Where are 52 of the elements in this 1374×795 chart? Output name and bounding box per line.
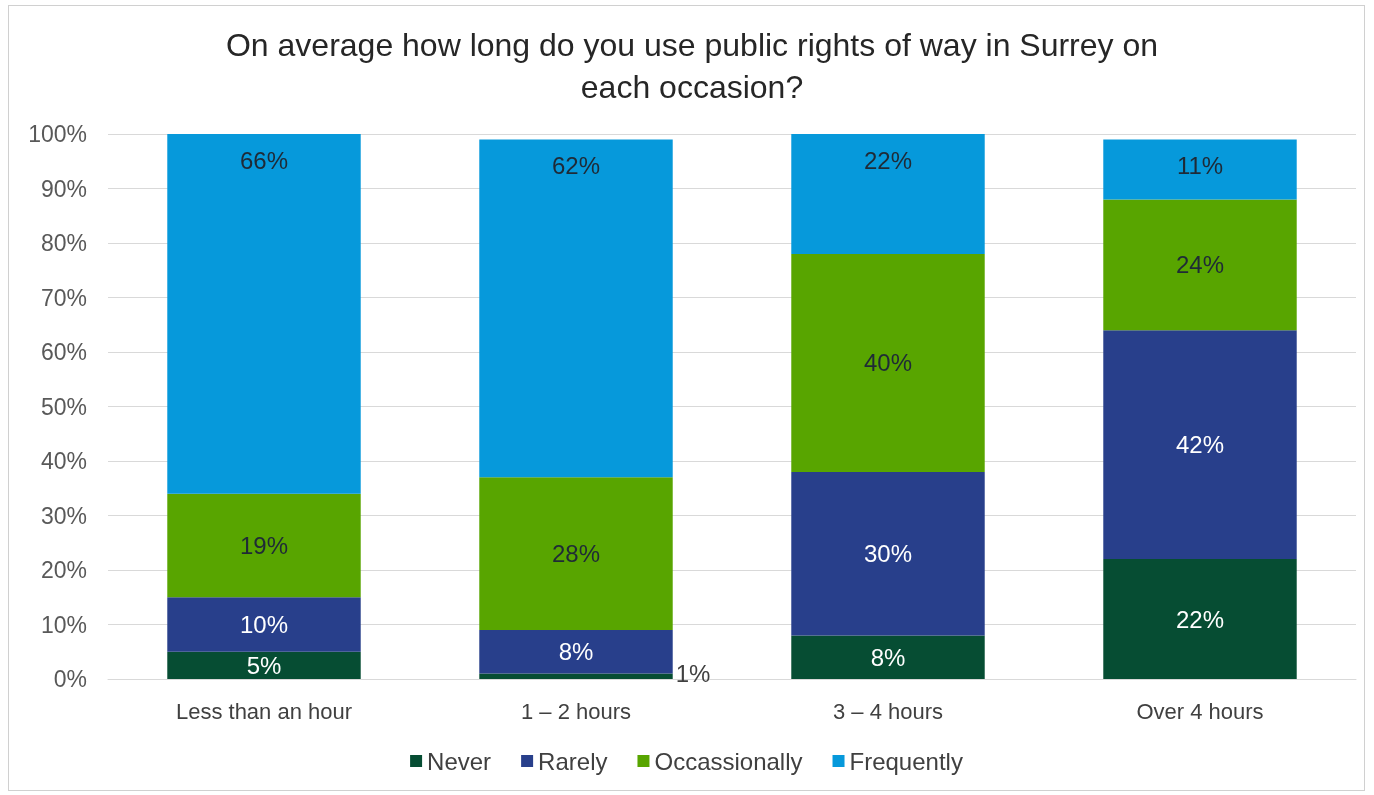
bar: [167, 597, 361, 652]
y-tick-label: 50%: [40, 393, 87, 420]
x-tick-label: Less than an hour: [175, 698, 353, 724]
data-label: 5%: [246, 651, 282, 679]
bar: [167, 651, 361, 679]
bar: [479, 673, 673, 679]
data-label: 22%: [1175, 605, 1225, 633]
data-label: 1%: [675, 659, 711, 687]
x-tick-label: 3 – 4 hours: [832, 698, 944, 724]
data-label: 11%: [1176, 151, 1224, 179]
data-label: 40%: [863, 349, 913, 377]
data-label: 10%: [239, 611, 289, 638]
y-tick-label: 60%: [40, 339, 87, 365]
data-label: 66%: [239, 146, 289, 174]
y-tick-label: 90%: [40, 175, 87, 202]
x-tick-label: Over 4 hours: [1136, 698, 1264, 724]
bar: [167, 493, 361, 598]
bar: [791, 471, 985, 636]
bar: [1103, 330, 1297, 560]
bar: [479, 629, 673, 674]
bar: [791, 134, 985, 254]
bar: [1103, 139, 1297, 200]
y-tick-label: 0%: [53, 666, 87, 692]
y-tick-label: 100%: [28, 121, 87, 147]
chart-title: On average how long do you use public rights of way in Surrey on each occasion?: [224, 26, 1160, 107]
bar: [479, 139, 673, 478]
data-label: 8%: [558, 638, 594, 666]
data-label: 28%: [551, 540, 601, 568]
y-tick-label: 40%: [40, 448, 87, 474]
data-label: 19%: [239, 531, 289, 559]
legend-label: Frequently: [849, 747, 963, 775]
legend-label: Never: [427, 747, 492, 775]
bar: [791, 635, 985, 679]
data-label: 24%: [1175, 251, 1225, 279]
bar: [167, 134, 361, 494]
y-tick-label: 10%: [40, 611, 87, 638]
x-tick-label: 1 – 2 hours: [520, 698, 632, 724]
data-label: 62%: [551, 151, 601, 179]
y-tick-label: 20%: [40, 557, 87, 583]
bar: [791, 253, 985, 472]
y-tick-label: 30%: [40, 502, 87, 529]
bar: [1103, 199, 1297, 331]
data-label: 8%: [870, 643, 906, 671]
legend-label: Occassionally: [654, 747, 803, 775]
bar: [1103, 559, 1297, 679]
y-tick-label: 80%: [40, 230, 87, 256]
data-label: 30%: [863, 540, 913, 568]
data-label: 42%: [1175, 431, 1225, 459]
y-tick-label: 70%: [40, 284, 87, 311]
bar: [479, 477, 673, 630]
data-label: 22%: [863, 146, 913, 174]
legend-label: Rarely: [538, 747, 608, 775]
